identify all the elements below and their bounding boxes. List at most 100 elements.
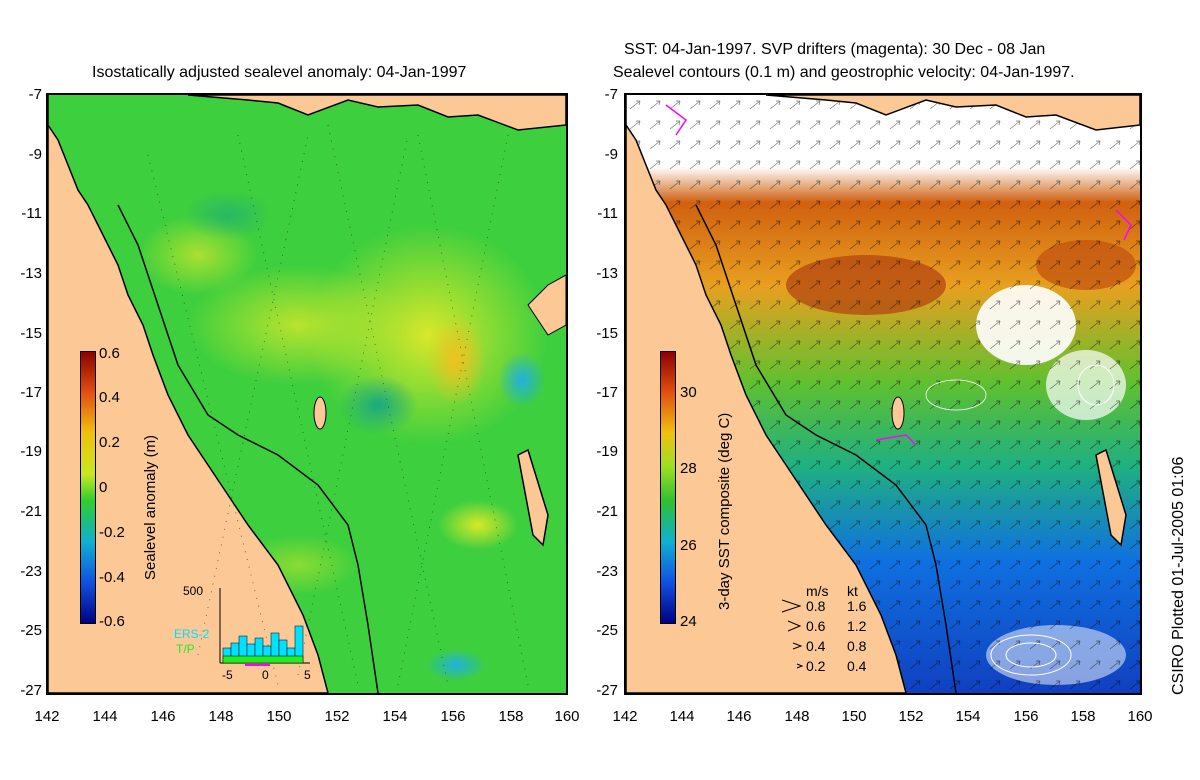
velocity-arrow-icon	[792, 642, 803, 650]
right-ytick: -21	[596, 503, 618, 520]
right-map-panel	[624, 93, 1142, 695]
right-ytick: -27	[596, 682, 618, 699]
land-vanuatu	[313, 396, 327, 430]
right-ytick: -15	[596, 325, 618, 342]
left-cbar-tick: 0.6	[99, 345, 120, 362]
velocity-legend-ms: 0.2	[806, 658, 826, 674]
left-colorbar	[80, 351, 96, 624]
left-ytick: -19	[20, 443, 42, 460]
velocity-legend-kt: 0.4	[847, 658, 867, 674]
right-panel-title-line2: Sealevel contours (0.1 m) and geostrophi…	[613, 64, 1075, 81]
velocity-legend-ms: 0.8	[806, 598, 826, 614]
inset-series-ers2: ERS-2	[174, 627, 210, 641]
right-cbar-tick: 28	[680, 460, 697, 477]
inset-xtick: 0	[262, 668, 269, 682]
left-xtick: 154	[382, 708, 408, 725]
left-xtick: 156	[440, 708, 466, 725]
velocity-arrow-icon	[796, 663, 804, 669]
right-panel-title-line1: SST: 04-Jan-1997. SVP drifters (magenta)…	[624, 41, 1046, 58]
left-xtick: 152	[324, 708, 350, 725]
velocity-legend-ms: 0.6	[806, 618, 826, 634]
inset-histogram	[219, 588, 310, 666]
inset-ymax: 500	[183, 584, 204, 598]
land-solomon-islands	[527, 274, 566, 336]
left-xtick: 144	[92, 708, 118, 725]
left-ytick: -7	[28, 86, 42, 103]
right-cbar-tick: 24	[680, 613, 697, 630]
velocity-legend-kt: 1.2	[847, 618, 867, 634]
left-xtick: 158	[498, 708, 524, 725]
left-xtick: 160	[554, 708, 580, 725]
right-colorbar-label: 3-day SST composite (deg C)	[716, 412, 733, 610]
right-xtick: 154	[955, 708, 981, 725]
right-ytick: -7	[604, 86, 618, 103]
left-xtick: 142	[34, 708, 60, 725]
right-ytick: -9	[604, 146, 618, 163]
velocity-legend-header-kt: kt	[847, 583, 858, 599]
velocity-legend-kt: 0.8	[847, 638, 867, 654]
left-xtick: 146	[150, 708, 176, 725]
land-vanuatu	[891, 396, 905, 430]
left-ytick: -9	[28, 146, 42, 163]
land-new-guinea	[765, 95, 1140, 131]
right-ytick: -17	[596, 384, 618, 401]
velocity-legend-kt: 1.6	[847, 598, 867, 614]
left-colorbar-label: Sealevel anomaly (m)	[142, 434, 159, 580]
left-cbar-tick: 0.4	[99, 389, 120, 406]
land-new-caledonia	[1095, 448, 1127, 547]
right-xtick: 158	[1070, 708, 1096, 725]
left-xtick: 148	[208, 708, 234, 725]
plot-credit: CSIRO Plotted 01-Jul-2005 01:06	[1170, 456, 1187, 695]
land-australia	[626, 95, 907, 693]
left-ytick: -21	[20, 503, 42, 520]
velocity-legend-ms: 0.4	[806, 638, 826, 654]
velocity-arrow-icon	[781, 599, 802, 613]
right-ytick: -19	[596, 443, 618, 460]
right-xtick: 152	[898, 708, 924, 725]
drifter-track	[875, 434, 917, 446]
inset-series-tp: T/P	[176, 642, 195, 656]
left-ytick: -15	[20, 325, 42, 342]
drifter-track	[1115, 209, 1132, 241]
right-cbar-tick: 30	[680, 384, 697, 401]
left-map-panel	[46, 93, 568, 695]
right-ytick: -23	[596, 563, 618, 580]
left-cbar-tick: 0.2	[99, 434, 120, 451]
right-xtick: 148	[784, 708, 810, 725]
right-xtick: 144	[669, 708, 695, 725]
sst-map	[626, 95, 1140, 693]
left-ytick: -17	[20, 384, 42, 401]
right-xtick: 160	[1127, 708, 1153, 725]
left-ytick: -13	[20, 265, 42, 282]
shelf-contour	[117, 204, 379, 693]
velocity-arrow-icon	[787, 620, 802, 632]
right-xtick: 150	[841, 708, 867, 725]
inset-xtick: 5	[304, 668, 311, 682]
drifter-track	[665, 104, 688, 136]
right-xtick: 146	[726, 708, 752, 725]
velocity-legend-header-ms: m/s	[806, 583, 829, 599]
left-ytick: -11	[21, 205, 42, 222]
land-new-guinea	[187, 95, 566, 131]
sealevel-anomaly-map	[48, 95, 566, 693]
shelf-contour	[695, 204, 957, 693]
left-cbar-tick: -0.6	[99, 613, 125, 630]
right-ytick: -25	[596, 622, 618, 639]
left-cbar-tick: -0.4	[99, 569, 125, 586]
left-cbar-tick: -0.2	[99, 524, 125, 541]
land-australia	[48, 95, 329, 693]
right-ytick: -13	[596, 265, 618, 282]
right-ytick: -11	[597, 205, 618, 222]
right-xtick: 142	[612, 708, 638, 725]
left-ytick: -27	[20, 682, 42, 699]
land-new-caledonia	[517, 448, 549, 547]
left-ytick: -23	[20, 563, 42, 580]
inset-xtick: -5	[222, 668, 233, 682]
left-xtick: 150	[266, 708, 292, 725]
right-xtick: 156	[1013, 708, 1039, 725]
left-ytick: -25	[20, 622, 42, 639]
left-panel-title: Isostatically adjusted sealevel anomaly:…	[92, 64, 467, 81]
left-cbar-tick: 0	[99, 479, 108, 496]
right-colorbar	[660, 351, 676, 624]
right-cbar-tick: 26	[680, 537, 697, 554]
